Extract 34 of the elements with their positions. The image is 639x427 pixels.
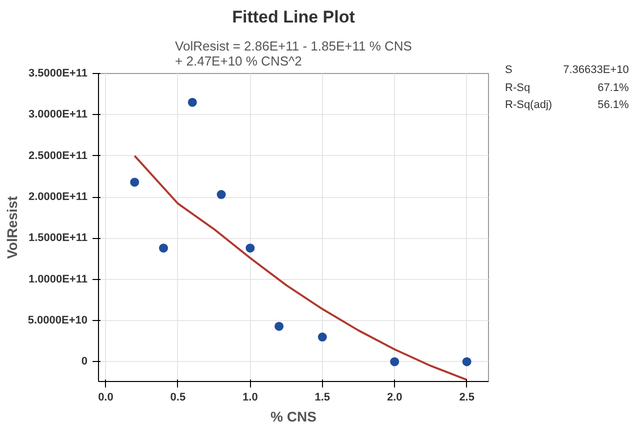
point — [390, 357, 400, 366]
line-series — [134, 154, 468, 381]
x-tick-label: 1.5 — [314, 392, 330, 404]
point — [188, 98, 197, 107]
y-axis-title: VolResist — [4, 196, 20, 259]
x-tick-label: 0.0 — [98, 392, 114, 404]
point — [216, 190, 226, 200]
text: 56.1% — [596, 98, 630, 114]
point — [318, 332, 327, 342]
y-tick-label: 2.0000E+11 — [28, 191, 88, 204]
x-tick-label: 1.0 — [242, 392, 258, 404]
point — [130, 178, 140, 187]
y-tick-label: 1.0000E+11 — [28, 273, 88, 286]
text: 67.1% — [596, 80, 630, 96]
y-tick-label: 3.0000E+11 — [28, 108, 88, 121]
chart-title: Fitted Line Plot — [232, 8, 356, 26]
x-tick-label: 0.5 — [170, 392, 186, 404]
x-tick-label: 2.0 — [386, 392, 402, 404]
y-tick-label: 5.0000E+10 — [28, 314, 88, 327]
y-tick-label: 3.5000E+11 — [28, 68, 88, 80]
point — [246, 244, 255, 253]
text: 7.36633E+10 — [562, 63, 630, 78]
y-tick-label: 2.5000E+11 — [28, 150, 88, 162]
text: R-Sq — [505, 80, 532, 96]
point — [159, 244, 168, 253]
text: R-Sq(adj) — [505, 98, 554, 114]
y-tick-label: 1.5000E+11 — [28, 232, 88, 244]
point — [274, 322, 284, 331]
point — [462, 357, 472, 366]
chart-subtitle: VolResist = 2.86E+11 - 1.85E+11 % CNS + 2.47E+10 % CNS^2 — [175, 38, 412, 68]
text: S — [505, 63, 514, 78]
y-tick-label: 0 — [81, 356, 88, 368]
x-axis-title: % CNS — [270, 408, 316, 424]
x-tick-label: 2.5 — [459, 392, 474, 404]
